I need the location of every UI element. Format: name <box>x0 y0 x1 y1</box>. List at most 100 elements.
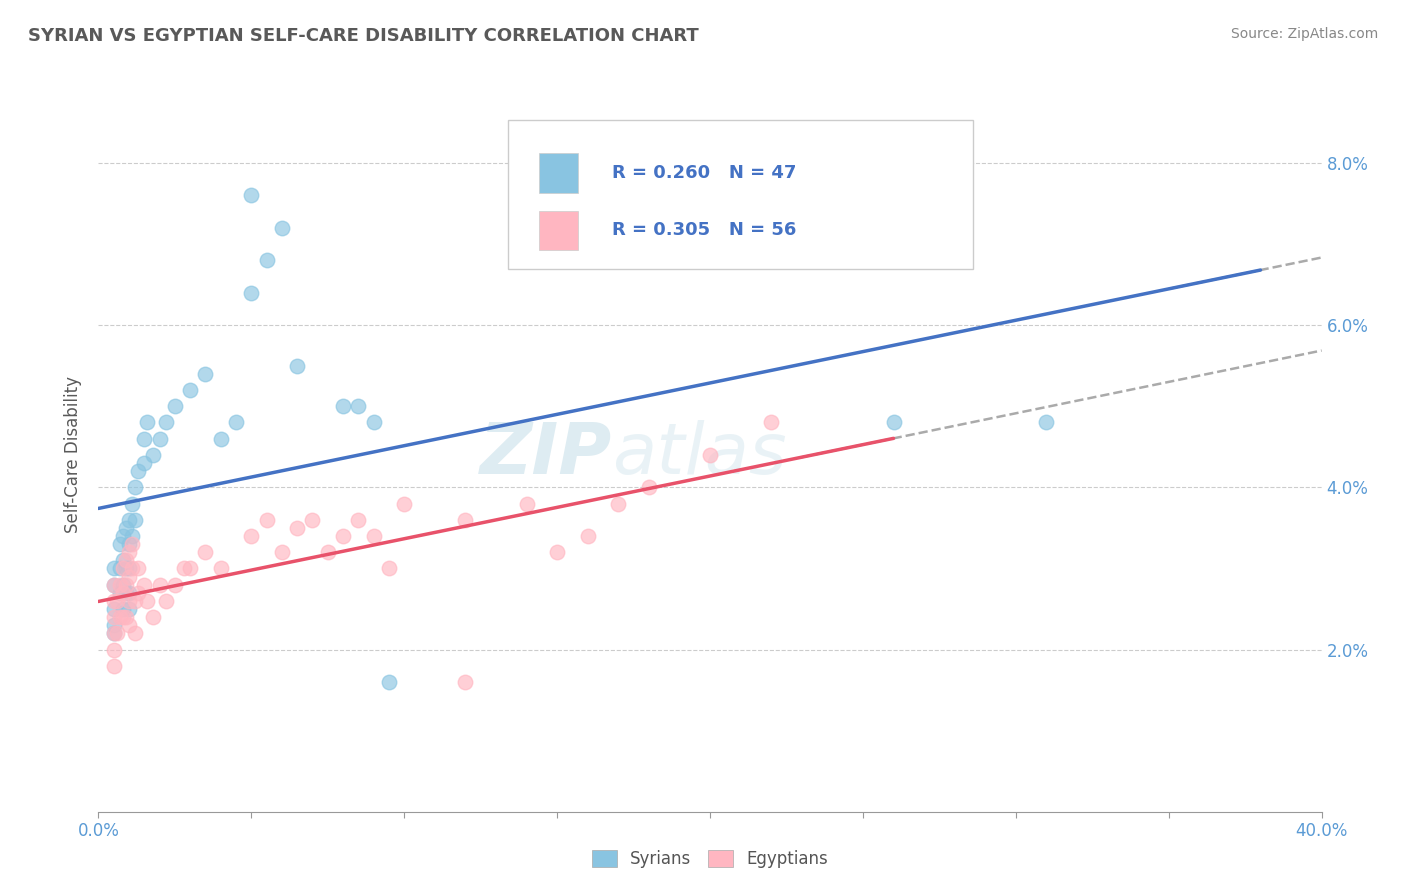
Point <box>332 399 354 413</box>
Point <box>363 416 385 430</box>
Point <box>454 513 477 527</box>
Point <box>111 610 134 624</box>
Point <box>240 529 263 543</box>
Y-axis label: Self-Care Disability: Self-Care Disability <box>65 376 83 533</box>
Point <box>256 253 278 268</box>
Point <box>111 529 134 543</box>
Point <box>285 359 308 373</box>
Point <box>103 610 125 624</box>
Point <box>103 658 125 673</box>
Point <box>118 594 141 608</box>
Point <box>121 537 143 551</box>
FancyBboxPatch shape <box>538 153 578 193</box>
Point <box>155 594 177 608</box>
Point <box>163 399 186 413</box>
Point <box>142 448 165 462</box>
Point <box>127 464 149 478</box>
Point <box>105 594 128 608</box>
Text: atlas: atlas <box>612 420 787 490</box>
Point <box>118 602 141 616</box>
Text: SYRIAN VS EGYPTIAN SELF-CARE DISABILITY CORRELATION CHART: SYRIAN VS EGYPTIAN SELF-CARE DISABILITY … <box>28 27 699 45</box>
Point <box>103 561 125 575</box>
Point <box>118 586 141 600</box>
Point <box>347 513 370 527</box>
Point <box>270 545 292 559</box>
Legend: Syrians, Egyptians: Syrians, Egyptians <box>585 843 835 875</box>
Point <box>121 529 143 543</box>
Point <box>759 416 782 430</box>
Point <box>124 513 146 527</box>
Point <box>699 448 721 462</box>
Point <box>209 561 232 575</box>
Point <box>316 545 339 559</box>
Point <box>115 577 138 591</box>
Point <box>225 416 247 430</box>
Point <box>285 521 308 535</box>
Point <box>256 513 278 527</box>
Point <box>103 577 125 591</box>
Point <box>118 545 141 559</box>
Point <box>149 432 172 446</box>
Point <box>103 602 125 616</box>
Point <box>108 586 131 600</box>
Point <box>136 416 159 430</box>
Point <box>103 594 125 608</box>
Point <box>111 586 134 600</box>
Point <box>115 561 138 575</box>
Point <box>194 545 217 559</box>
Point <box>118 537 141 551</box>
Point <box>209 432 232 446</box>
Point <box>1035 416 1057 430</box>
Point <box>142 610 165 624</box>
Point <box>149 577 172 591</box>
Point <box>124 626 146 640</box>
Point <box>134 432 156 446</box>
Point <box>134 456 156 470</box>
Point <box>118 618 141 632</box>
Point <box>363 529 385 543</box>
Point <box>240 188 263 202</box>
Point <box>118 513 141 527</box>
Point <box>378 561 401 575</box>
Point <box>124 480 146 494</box>
Point <box>121 561 143 575</box>
FancyBboxPatch shape <box>538 211 578 250</box>
Point <box>378 675 401 690</box>
Point <box>103 626 125 640</box>
Point <box>108 577 131 591</box>
Point <box>607 497 630 511</box>
Point <box>118 561 141 575</box>
Text: R = 0.305   N = 56: R = 0.305 N = 56 <box>612 221 797 239</box>
Point <box>111 577 134 591</box>
Point <box>115 610 138 624</box>
Point <box>108 537 131 551</box>
Point <box>108 610 131 624</box>
Text: Source: ZipAtlas.com: Source: ZipAtlas.com <box>1230 27 1378 41</box>
Text: R = 0.260   N = 47: R = 0.260 N = 47 <box>612 164 797 182</box>
Point <box>136 594 159 608</box>
Point <box>115 521 138 535</box>
Point <box>118 569 141 583</box>
Point <box>392 497 416 511</box>
Point <box>163 577 186 591</box>
Point <box>347 399 370 413</box>
Point <box>883 416 905 430</box>
Point <box>332 529 354 543</box>
Point <box>546 545 568 559</box>
Point <box>194 367 217 381</box>
Point <box>103 577 125 591</box>
Point <box>179 383 201 397</box>
Point <box>105 626 128 640</box>
Point <box>111 553 134 567</box>
Point <box>179 561 201 575</box>
Point <box>127 561 149 575</box>
Point <box>301 513 323 527</box>
Point <box>121 497 143 511</box>
Point <box>637 480 661 494</box>
Point <box>155 416 177 430</box>
Point <box>270 220 292 235</box>
Point <box>576 529 599 543</box>
Point <box>115 553 138 567</box>
Point <box>127 586 149 600</box>
Point <box>108 561 131 575</box>
